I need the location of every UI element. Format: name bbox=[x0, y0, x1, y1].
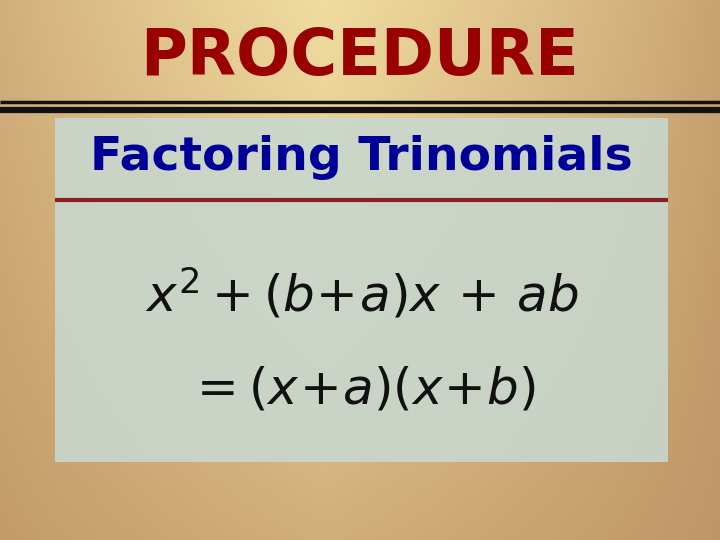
Text: $=(x\!+\!a)(x\!+\!b)$: $=(x\!+\!a)(x\!+\!b)$ bbox=[187, 365, 536, 415]
Text: Factoring Trinomials: Factoring Trinomials bbox=[90, 136, 633, 180]
Text: $x^{2}+(b\!+\!a)x\,+\,ab$: $x^{2}+(b\!+\!a)x\,+\,ab$ bbox=[145, 267, 578, 322]
Text: PROCEDURE: PROCEDURE bbox=[140, 26, 580, 88]
FancyBboxPatch shape bbox=[55, 118, 668, 462]
